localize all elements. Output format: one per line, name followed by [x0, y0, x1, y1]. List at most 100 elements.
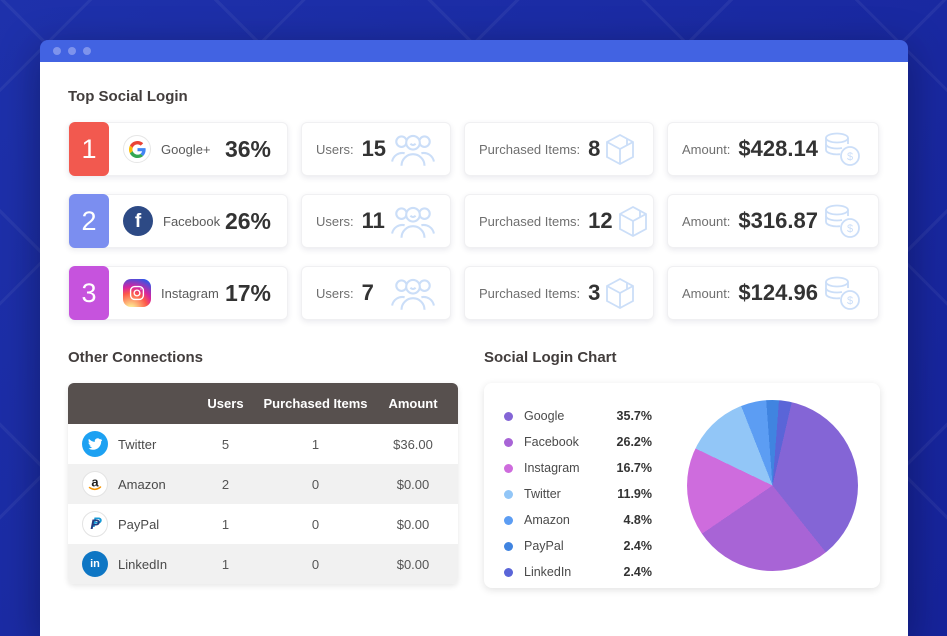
users-value: 7 [361, 280, 374, 305]
connection-name: LinkedIn [118, 556, 168, 572]
legend-item-instagram[interactable]: Instagram 16.7% [504, 455, 652, 481]
coins-icon: $ [820, 274, 864, 312]
social-rank-card-facebook: 2 f Facebook 26% [68, 194, 288, 248]
google-logo-icon [123, 135, 151, 163]
connection-amount: $36.00 [393, 436, 433, 452]
package-box-icon [600, 129, 640, 169]
legend-value: 2.4% [623, 539, 653, 553]
purchased-label: Purchased Items: [479, 213, 581, 229]
purchased-label: Purchased Items: [479, 285, 581, 301]
legend-value: 16.7% [616, 461, 652, 475]
users-label: Users: [316, 141, 354, 157]
purchased-stat-card: Purchased Items: 12 [464, 194, 654, 248]
platform-name: Google+ [161, 141, 211, 157]
legend-label: PayPal [524, 539, 564, 553]
legend-value: 35.7% [616, 409, 652, 423]
amount-stat-card: Amount: $316.87 $ [667, 194, 879, 248]
connection-users: 2 [221, 476, 230, 492]
users-label: Users: [316, 213, 354, 229]
svg-text:$: $ [847, 295, 853, 307]
legend-color-dot [504, 541, 513, 551]
legend-item-facebook[interactable]: Facebook 26.2% [504, 429, 652, 455]
window-control-icon[interactable] [53, 47, 61, 55]
legend-item-google[interactable]: Google 35.7% [504, 403, 652, 429]
pie-chart[interactable] [687, 400, 858, 571]
users-stat-card: Users: 7 [301, 266, 451, 320]
connection-amount: $0.00 [396, 556, 430, 572]
connection-name: Amazon [118, 476, 166, 492]
legend-value: 26.2% [616, 435, 652, 449]
legend-item-paypal[interactable]: PayPal 2.4% [504, 533, 652, 559]
legend-label: Twitter [524, 487, 561, 501]
purchased-label: Purchased Items: [479, 141, 581, 157]
instagram-logo-icon [123, 279, 151, 307]
chart-card: Google 35.7% Facebook 26.2% Instagram 16… [484, 383, 880, 588]
platform-percent: 26% [224, 207, 271, 234]
amount-label: Amount: [682, 213, 731, 229]
connection-name: Twitter [118, 436, 157, 452]
users-group-icon [390, 274, 436, 312]
connection-users: 1 [221, 556, 230, 572]
section-title-top-social-login: Top Social Login [68, 88, 188, 105]
connection-purchased: 1 [311, 436, 320, 452]
platform-name: Facebook [163, 213, 221, 229]
connection-purchased: 0 [311, 516, 320, 532]
table-row-linkedin: in LinkedIn 1 0 $0.00 [68, 544, 458, 584]
app-window: Top Social Login 1 Google+ 36% Users: 15 [40, 40, 908, 636]
platform-percent: 36% [224, 135, 271, 162]
linkedin-icon: in [82, 551, 108, 577]
connection-purchased: 0 [311, 476, 320, 492]
rank-badge: 1 [69, 122, 109, 176]
window-control-icon[interactable] [68, 47, 76, 55]
legend-item-linkedin[interactable]: LinkedIn 2.4% [504, 559, 652, 585]
users-group-icon [390, 202, 436, 240]
svg-text:$: $ [847, 223, 853, 235]
legend-item-twitter[interactable]: Twitter 11.9% [504, 481, 652, 507]
coins-icon: $ [820, 202, 864, 240]
connection-users: 5 [221, 436, 230, 452]
legend-value: 4.8% [623, 513, 653, 527]
svg-text:a: a [91, 475, 99, 490]
social-rank-card-google: 1 Google+ 36% [68, 122, 288, 176]
users-stat-card: Users: 11 [301, 194, 451, 248]
legend-label: Amazon [524, 513, 570, 527]
column-header-users: Users [207, 396, 244, 411]
table-row-amazon: a Amazon 2 0 $0.00 [68, 464, 458, 504]
amount-label: Amount: [682, 285, 731, 301]
table-row-twitter: Twitter 5 1 $36.00 [68, 424, 458, 464]
legend-color-dot [504, 567, 513, 577]
coins-icon: $ [820, 130, 864, 168]
svg-text:$: $ [847, 151, 853, 163]
platform-name: Instagram [161, 285, 219, 301]
amount-value: $316.87 [738, 208, 818, 233]
purchased-stat-card: Purchased Items: 8 [464, 122, 654, 176]
legend-value: 2.4% [623, 565, 653, 579]
users-group-icon [390, 130, 436, 168]
legend-label: LinkedIn [524, 565, 572, 579]
rank-number: 3 [81, 277, 97, 308]
connection-name: PayPal [118, 516, 160, 532]
users-value: 11 [361, 208, 385, 233]
legend-item-amazon[interactable]: Amazon 4.8% [504, 507, 652, 533]
other-connections-section: Other Connections Users Purchased Items … [68, 349, 458, 588]
social-rank-card-instagram: 3 Instagram 17% [68, 266, 288, 320]
rank-number: 2 [81, 205, 97, 236]
purchased-value: 12 [588, 208, 613, 233]
package-box-icon [613, 201, 653, 241]
legend-color-dot [504, 463, 513, 473]
legend-color-dot [504, 515, 513, 525]
rank-badge: 2 [69, 194, 109, 248]
connection-amount: $0.00 [396, 476, 430, 492]
legend-label: Instagram [524, 461, 580, 475]
legend-label: Facebook [524, 435, 579, 449]
legend-label: Google [524, 409, 565, 423]
window-control-icon[interactable] [83, 47, 91, 55]
amount-label: Amount: [682, 141, 731, 157]
amount-stat-card: Amount: $124.96 $ [667, 266, 879, 320]
social-login-chart-section: Social Login Chart Google 35.7% Facebook… [484, 349, 880, 588]
section-title-other-connections: Other Connections [68, 349, 204, 366]
users-stat-card: Users: 15 [301, 122, 451, 176]
users-value: 15 [361, 136, 387, 161]
